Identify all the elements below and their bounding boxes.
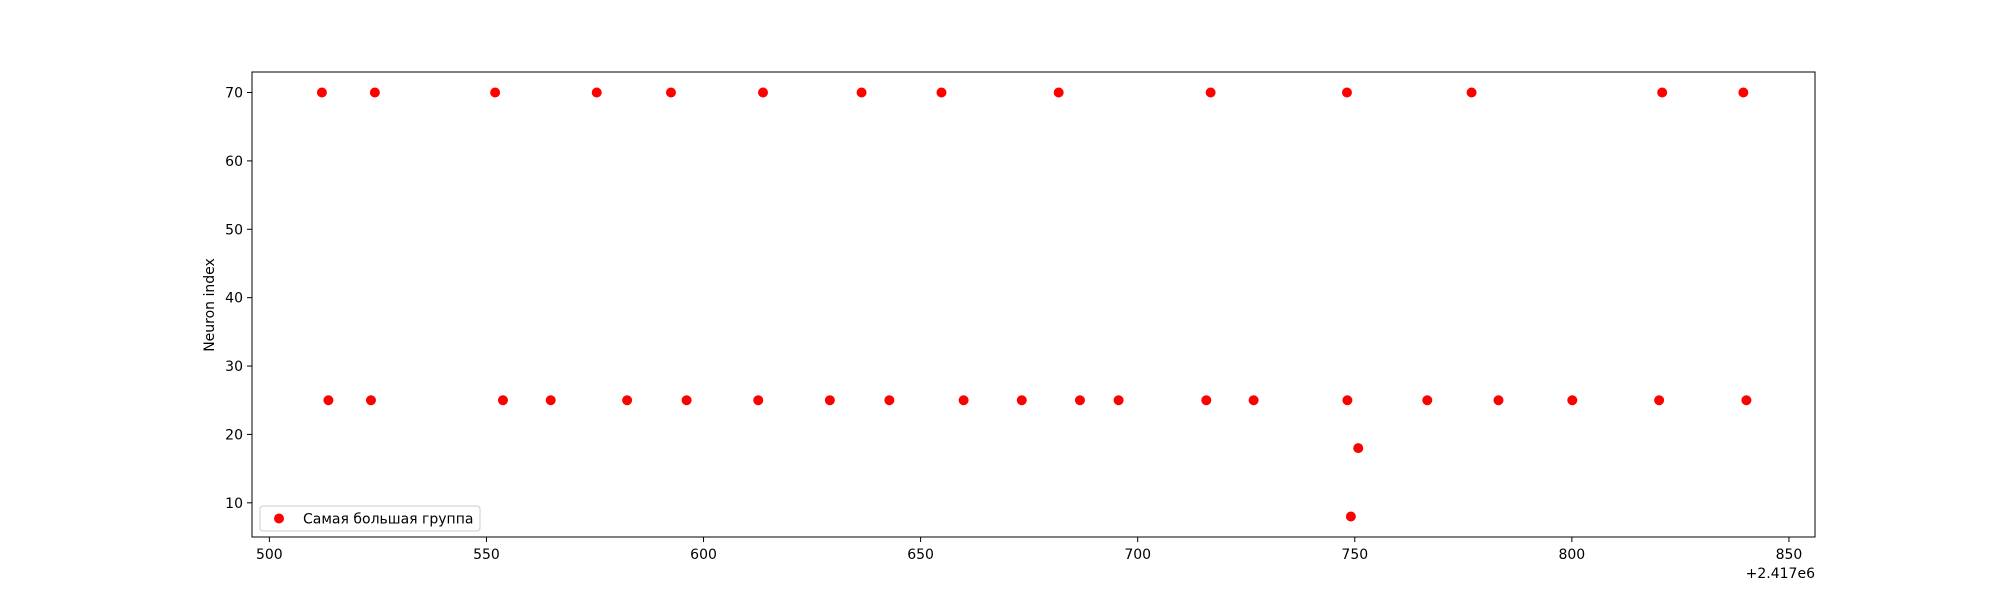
data-point	[1422, 395, 1433, 406]
x-tick-label: 800	[1558, 547, 1585, 563]
data-point	[856, 87, 867, 98]
y-tick-label: 70	[225, 86, 243, 102]
data-point	[753, 395, 764, 406]
legend: Самая большая группа	[259, 505, 481, 532]
x-tick-label: 550	[473, 547, 500, 563]
data-point	[1341, 87, 1352, 98]
data-point	[1466, 87, 1477, 98]
data-point	[681, 395, 692, 406]
x-tick-label: 750	[1341, 547, 1368, 563]
data-point	[1113, 395, 1124, 406]
x-tick-label: 850	[1776, 547, 1803, 563]
y-tick-label: 10	[225, 496, 243, 512]
data-point	[1016, 395, 1027, 406]
data-point	[1053, 87, 1064, 98]
data-point	[323, 395, 334, 406]
data-point	[1342, 395, 1353, 406]
data-point	[490, 87, 501, 98]
data-point	[1657, 87, 1668, 98]
data-point	[1741, 395, 1752, 406]
y-axis-ticks: 10 20 30 40 50 60 70	[225, 86, 252, 512]
data-point	[1248, 395, 1259, 406]
plot-frame	[251, 71, 1816, 538]
data-point	[936, 87, 947, 98]
data-point	[1738, 87, 1749, 98]
data-point	[369, 87, 380, 98]
data-point	[545, 395, 556, 406]
x-tick-label: 500	[256, 547, 283, 563]
data-point	[497, 395, 508, 406]
data-point	[1493, 395, 1504, 406]
data-point	[1201, 395, 1212, 406]
y-tick-label: 40	[225, 291, 243, 307]
y-tick-label: 50	[225, 222, 243, 238]
data-point	[1205, 87, 1216, 98]
data-point	[622, 395, 633, 406]
data-points	[316, 87, 1752, 522]
y-tick-label: 20	[225, 427, 243, 443]
data-point	[1074, 395, 1085, 406]
legend-box	[259, 505, 481, 532]
x-tick-label: 600	[690, 547, 717, 563]
data-point	[758, 87, 769, 98]
data-point	[665, 87, 676, 98]
x-tick-label: 650	[907, 547, 934, 563]
x-axis-ticks: 500 550 600 650 700 750 800 850	[256, 537, 1802, 563]
data-point	[958, 395, 969, 406]
data-point	[591, 87, 602, 98]
legend-marker	[274, 513, 284, 524]
legend-label: Самая большая группа	[303, 512, 473, 528]
data-point	[1567, 395, 1578, 406]
data-point	[316, 87, 327, 98]
data-point	[1353, 443, 1364, 454]
x-offset-label: +2.417e6	[1746, 566, 1815, 582]
data-point	[884, 395, 895, 406]
y-tick-label: 30	[225, 359, 243, 375]
y-tick-label: 60	[225, 154, 243, 170]
data-point	[1654, 395, 1665, 406]
data-point	[1345, 511, 1356, 522]
y-axis-label: Neuron index	[202, 258, 218, 352]
data-point	[365, 395, 376, 406]
data-point	[824, 395, 835, 406]
x-tick-label: 700	[1124, 547, 1151, 563]
